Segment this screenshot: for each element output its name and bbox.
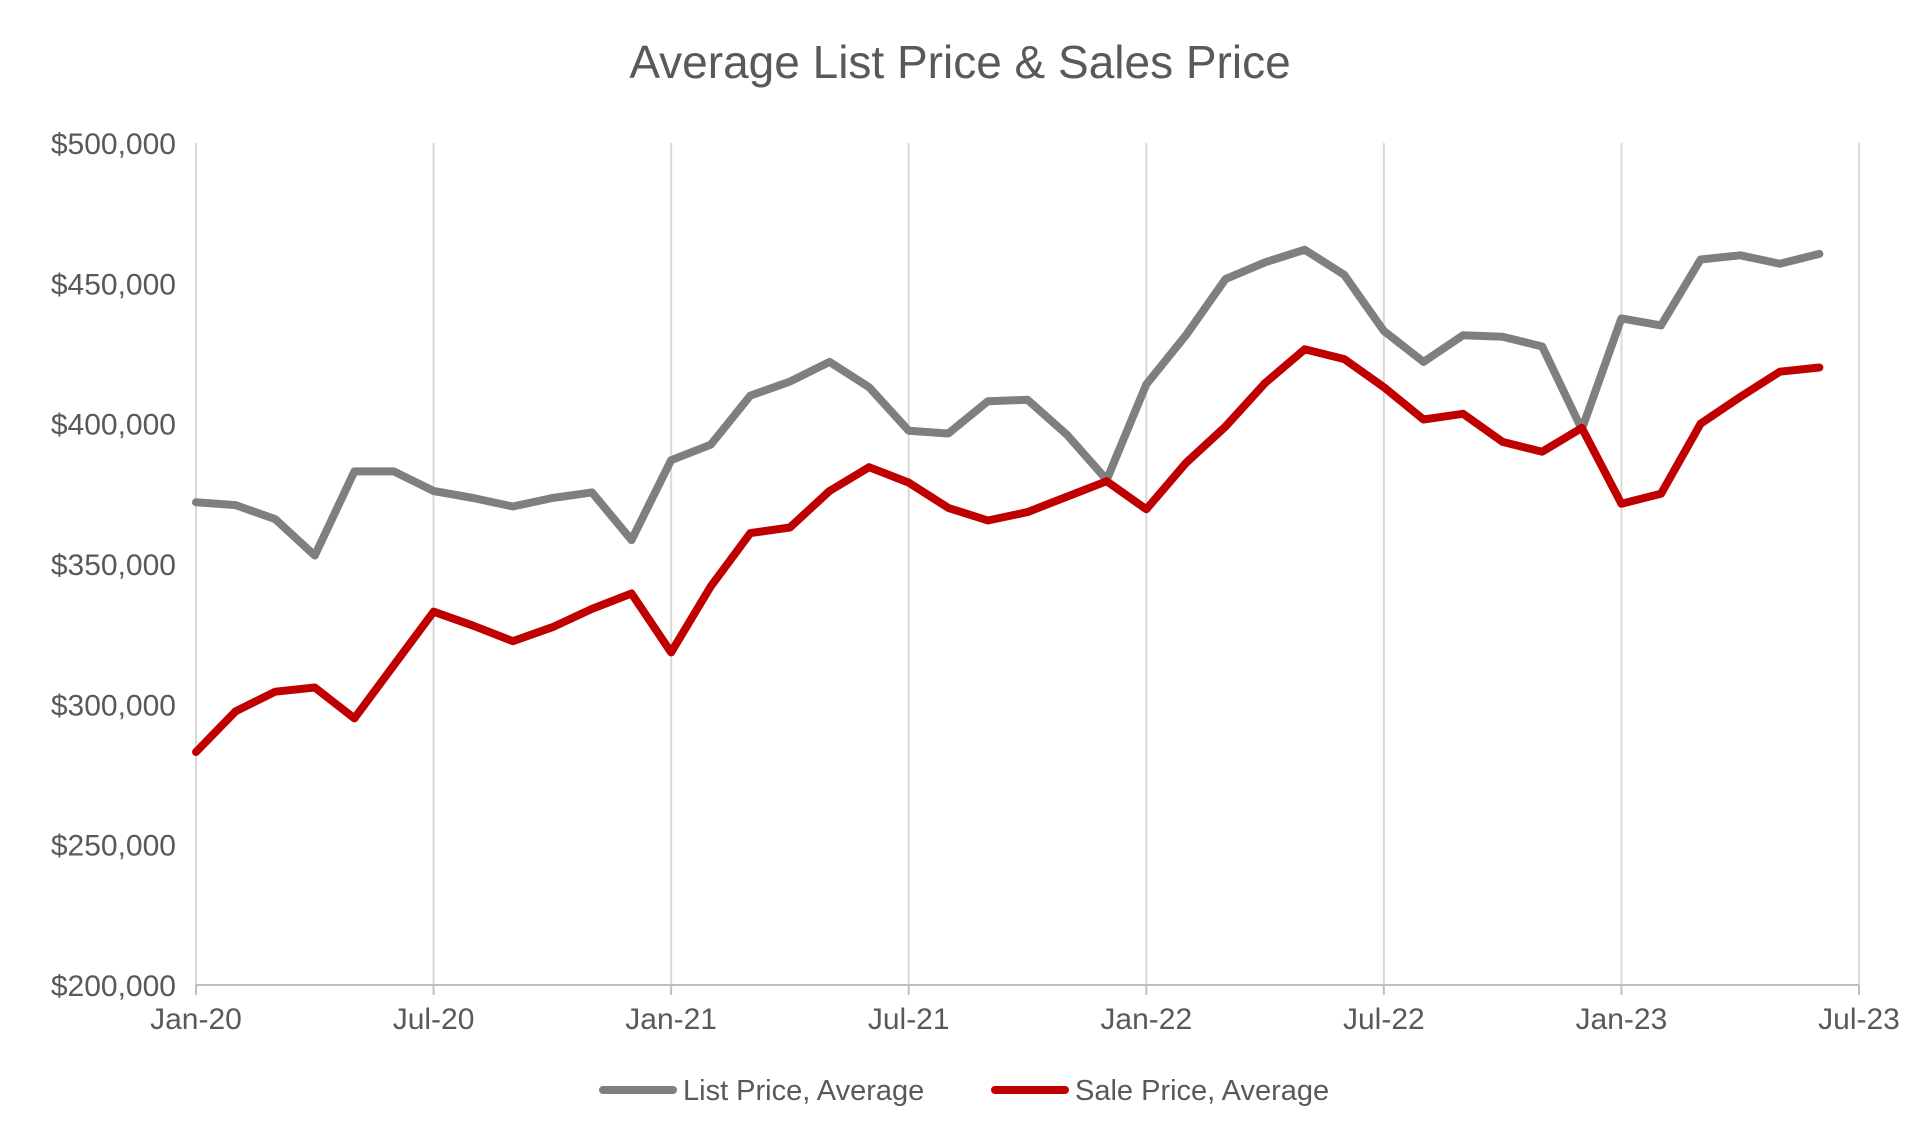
x-axis-tick-labels: Jan-20 Jul-20 Jan-21 Jul-21 Jan-22 Jul-22 Jan-… [150, 1003, 1900, 1036]
x-tick-label: Jul-21 [868, 1003, 950, 1036]
series-line-list-price [192, 245, 1824, 560]
x-tick-label: Jul-23 [1818, 1003, 1900, 1036]
y-tick-label: $300,000 [51, 689, 176, 722]
chart-title: Average List Price & Sales Price [629, 36, 1290, 88]
series-line-sale-price [192, 345, 1824, 756]
legend-label: List Price, Average [683, 1075, 924, 1107]
x-tick-label: Jul-22 [1343, 1003, 1425, 1036]
x-tick-label: Jan-23 [1576, 1003, 1668, 1036]
x-tick-label: Jan-20 [150, 1003, 242, 1036]
x-axis [195, 984, 1860, 995]
x-tick-label: Jan-22 [1100, 1003, 1192, 1036]
grid-lines [195, 143, 1860, 985]
y-tick-label: $350,000 [51, 549, 176, 582]
y-tick-label: $400,000 [51, 409, 176, 442]
y-tick-label: $200,000 [51, 970, 176, 1003]
y-tick-label: $250,000 [51, 830, 176, 863]
legend-label: Sale Price, Average [1075, 1075, 1329, 1107]
x-tick-label: Jul-20 [393, 1003, 475, 1036]
y-tick-label: $450,000 [51, 268, 176, 301]
y-axis-tick-labels: $200,000 $250,000 $300,000 $350,000 $400,000… [51, 128, 176, 1003]
series-lines [192, 245, 1824, 756]
x-tick-label: Jan-21 [625, 1003, 717, 1036]
y-tick-label: $500,000 [51, 128, 176, 161]
legend: List Price, Average Sale Price, Average [599, 1075, 1329, 1107]
